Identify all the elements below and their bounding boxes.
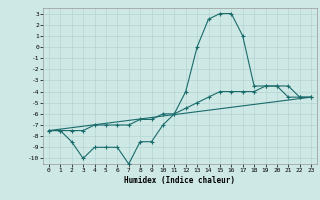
X-axis label: Humidex (Indice chaleur): Humidex (Indice chaleur)	[124, 176, 236, 185]
